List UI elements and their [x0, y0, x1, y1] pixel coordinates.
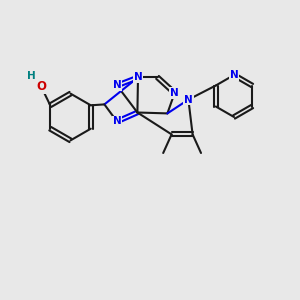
Text: O: O	[36, 80, 46, 93]
Text: H: H	[27, 71, 36, 81]
Text: N: N	[134, 72, 142, 82]
Text: N: N	[170, 88, 179, 98]
Text: N: N	[112, 116, 122, 127]
Text: N: N	[184, 94, 193, 105]
Text: N: N	[112, 80, 122, 91]
Text: N: N	[230, 70, 238, 80]
